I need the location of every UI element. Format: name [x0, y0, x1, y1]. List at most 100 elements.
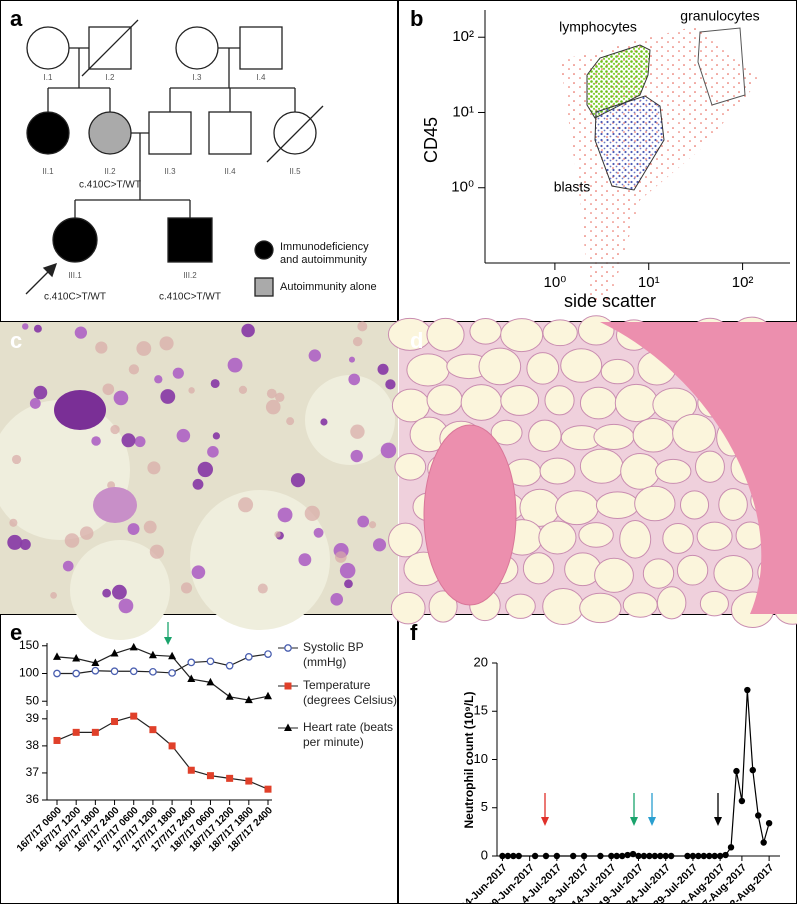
- cell: [102, 383, 115, 396]
- data-point: [580, 852, 588, 860]
- cell: [350, 449, 363, 463]
- data-point: [662, 852, 669, 860]
- node-label: II.3: [164, 167, 176, 176]
- data-point: [635, 852, 642, 860]
- adipocyte: [713, 554, 754, 592]
- cell: [22, 323, 29, 330]
- data-point: [149, 726, 157, 734]
- cell: [136, 341, 152, 356]
- adipocyte: [542, 319, 578, 347]
- data-point: [765, 819, 773, 827]
- data-point: [91, 728, 99, 736]
- data-point: [72, 669, 81, 678]
- adipocyte: [505, 593, 536, 619]
- cell: [286, 417, 295, 426]
- cell: [313, 527, 324, 538]
- adipocyte: [500, 384, 540, 416]
- male: [208, 111, 252, 155]
- data-point: [700, 852, 708, 860]
- data-point: [110, 649, 119, 657]
- cell: [113, 390, 129, 406]
- adipocyte: [522, 552, 555, 585]
- male: [239, 26, 283, 70]
- cell: [385, 379, 396, 390]
- cell: [266, 388, 277, 399]
- cell: [368, 521, 377, 529]
- cell: [352, 336, 363, 347]
- data-point: [244, 653, 253, 661]
- node-label: II.5: [289, 167, 301, 176]
- data-point: [168, 742, 176, 750]
- genotype: c.410C>T/WT: [159, 292, 221, 303]
- adipocyte: [593, 423, 635, 451]
- legend-entry: Heart rate (beats per minute): [303, 720, 394, 749]
- data-point: [53, 652, 61, 660]
- adipocyte: [390, 591, 426, 625]
- data-point: [629, 850, 637, 858]
- megakaryocyte: [54, 390, 106, 430]
- node-label: I.2: [106, 73, 115, 82]
- x-tick-label: 10¹: [638, 274, 660, 291]
- adipocyte: [672, 413, 716, 453]
- y-tick-label: 10: [474, 751, 488, 766]
- cell: [147, 461, 161, 475]
- bone-trabecula: [600, 322, 797, 614]
- series-line: [56, 646, 269, 701]
- cell: [160, 389, 176, 404]
- data-point: [499, 852, 506, 860]
- marrow-smear: [0, 321, 397, 640]
- gate: [586, 44, 651, 119]
- y-tick-label: 10⁰: [451, 179, 474, 196]
- genotype: c.410C>T/WT: [79, 180, 141, 191]
- cell: [128, 364, 140, 375]
- adipocyte: [490, 419, 523, 446]
- data-point: [225, 661, 234, 670]
- y2-tick-label: 36: [26, 792, 40, 806]
- cell: [372, 538, 387, 552]
- affected-female: [26, 111, 70, 155]
- adipocyte: [544, 385, 575, 416]
- cell: [265, 399, 281, 415]
- y-tick-label: 20: [474, 654, 488, 669]
- data-point: [613, 852, 620, 860]
- affected-female: [52, 217, 98, 263]
- adipocyte: [428, 590, 458, 623]
- data-point: [264, 650, 272, 658]
- genotype: c.410C>T/WT: [44, 292, 106, 303]
- data-point: [608, 852, 615, 860]
- data-point: [110, 667, 119, 676]
- data-point: [72, 728, 80, 736]
- data-point: [738, 797, 746, 805]
- adipocyte: [500, 318, 544, 353]
- cell: [7, 534, 23, 550]
- cell: [149, 544, 164, 559]
- adipocyte: [578, 522, 614, 548]
- adipocyte: [622, 592, 658, 618]
- adipocyte: [478, 347, 522, 386]
- data-point: [206, 677, 215, 686]
- data-point: [553, 852, 561, 860]
- panel-frame: [398, 614, 797, 904]
- bone-trabecula: [423, 424, 517, 606]
- data-point: [53, 669, 61, 678]
- cell: [320, 418, 328, 426]
- cell: [227, 357, 243, 373]
- adipocyte: [634, 485, 676, 522]
- node-label: III.2: [183, 271, 197, 280]
- y2-tick-label: 39: [26, 711, 40, 725]
- cell: [238, 497, 254, 513]
- gate-label: granulocytes: [680, 8, 759, 24]
- data-point: [749, 766, 756, 774]
- data-point: [187, 674, 196, 683]
- data-point: [744, 686, 751, 694]
- data-point: [684, 852, 691, 860]
- data-point: [72, 654, 81, 662]
- data-point: [225, 692, 234, 700]
- y-tick-label: 150: [19, 638, 39, 652]
- cell: [121, 433, 136, 448]
- cell: [127, 523, 140, 535]
- cell: [118, 598, 134, 614]
- cell: [134, 436, 146, 448]
- data-point: [711, 852, 718, 860]
- data-point: [727, 844, 735, 851]
